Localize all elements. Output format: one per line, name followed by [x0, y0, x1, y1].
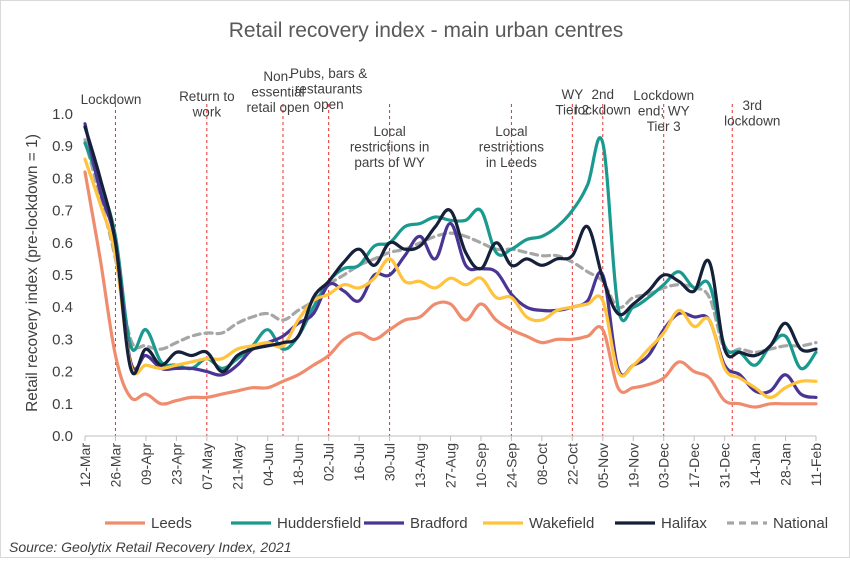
- annotation-text: Tier 2: [555, 103, 589, 118]
- annotation-text: parts of WY: [354, 155, 425, 170]
- x-tick-label: 14-Jan: [747, 443, 763, 486]
- x-tick-label: 08-Oct: [534, 443, 550, 485]
- legend-item-national: National: [727, 515, 828, 532]
- x-tick-label: 17-Dec: [686, 443, 702, 488]
- annotation-lockdown: Lockdown: [81, 92, 142, 107]
- annotation-text: in Leeds: [486, 155, 537, 170]
- legend-label: Huddersfield: [277, 515, 361, 532]
- y-tick-label: 0.4: [52, 299, 73, 316]
- y-axis: 0.0 0.1 0.2 0.3 0.4 0.5 0.6 0.7 0.8 0.9 1.0: [52, 106, 73, 445]
- annotation-text: restrictions: [479, 140, 545, 155]
- x-tick-label: 19-Nov: [625, 443, 641, 488]
- y-tick-label: 0.7: [52, 203, 73, 220]
- annotation-text: Local: [495, 124, 527, 139]
- legend-label: National: [773, 515, 828, 532]
- series-line-national: [83, 138, 818, 355]
- annotation-text: Lockdown: [633, 88, 694, 103]
- y-tick-label: 1.0: [52, 106, 73, 123]
- legend-item-leeds: Leeds: [105, 515, 192, 532]
- x-tick-label: 03-Dec: [656, 443, 672, 488]
- x-tick-label: 22-Oct: [564, 443, 580, 485]
- x-tick-label: 09-Apr: [138, 443, 154, 485]
- legend: Leeds Huddersfield Bradford Wakefield Halifa…: [105, 515, 828, 532]
- y-tick-label: 0.2: [52, 364, 73, 381]
- x-tick-label: 23-Apr: [168, 443, 184, 485]
- annotation-text: open: [314, 97, 344, 112]
- x-tick-label: 28-Jan: [778, 443, 794, 486]
- y-tick-label: 0.3: [52, 331, 73, 348]
- annotation-text: restrictions in: [350, 140, 430, 155]
- x-tick-label: 02-Jul: [321, 443, 337, 481]
- annotation-text: lockdown: [724, 114, 780, 129]
- y-tick-label: 0.1: [52, 396, 73, 413]
- x-tick-label: 31-Dec: [717, 443, 733, 488]
- x-tick-label: 26-Mar: [107, 443, 123, 488]
- x-tick-label: 11-Feb: [808, 443, 824, 487]
- annotation-text: essential: [251, 85, 304, 100]
- x-tick-label: 10-Sep: [473, 443, 489, 488]
- chart-title: Retail recovery index - main urban centr…: [229, 19, 624, 42]
- x-tick-label: 27-Aug: [443, 443, 459, 488]
- legend-item-halifax: Halifax: [615, 515, 707, 532]
- annotation-text: Return to: [179, 89, 235, 104]
- annotation-text: Lockdown: [81, 92, 142, 107]
- x-tick-label: 30-Jul: [382, 443, 398, 481]
- y-tick-label: 0.8: [52, 170, 73, 187]
- x-tick-label: 12-Mar: [77, 443, 93, 488]
- annotation-text: restaurants: [295, 82, 363, 97]
- source-note: Source: Geolytix Retail Recovery Index, …: [9, 539, 291, 555]
- x-tick-label: 18-Jun: [290, 443, 306, 486]
- annotation-text: end; WY: [638, 104, 690, 119]
- annotation-text: Tier 3: [647, 119, 681, 134]
- annotation-text: Non-: [263, 69, 292, 84]
- y-tick-label: 0.5: [52, 267, 73, 284]
- x-tick-label: 21-May: [229, 443, 245, 490]
- annotation-text: 2nd: [592, 87, 615, 102]
- series-lines: [83, 122, 818, 409]
- y-axis-label: Retail recovery index (pre-lockdown = 1): [24, 134, 41, 412]
- y-tick-label: 0.9: [52, 138, 73, 155]
- x-tick-label: 07-May: [199, 443, 215, 490]
- legend-item-bradford: Bradford: [364, 515, 468, 532]
- legend-label: Leeds: [151, 515, 192, 532]
- y-tick-label: 0.0: [52, 428, 73, 445]
- legend-label: Halifax: [661, 515, 707, 532]
- x-tick-label: 05-Nov: [595, 443, 611, 488]
- series-line-halifax: [83, 125, 818, 376]
- annotation-text: retail open: [246, 100, 309, 115]
- series-line-wakefield: [83, 157, 818, 399]
- x-tick-label: 24-Sep: [503, 443, 519, 488]
- event-marker-lines: [114, 104, 733, 436]
- annotation-text: lockdown: [575, 103, 631, 118]
- legend-label: Wakefield: [529, 515, 594, 532]
- annotation-text: Pubs, bars &: [290, 66, 367, 81]
- x-tick-label: 16-Jul: [351, 443, 367, 481]
- annotation-text: Local: [373, 124, 405, 139]
- x-axis: 12-Mar 26-Mar 09-Apr 23-Apr 07-May 21-May 04-J…: [77, 435, 824, 490]
- annotation-text: WY: [561, 87, 583, 102]
- x-tick-label: 04-Jun: [260, 443, 276, 486]
- annotation-text: work: [192, 105, 222, 120]
- y-tick-label: 0.6: [52, 235, 73, 252]
- series-line-bradford: [83, 122, 818, 399]
- legend-item-huddersfield: Huddersfield: [231, 515, 361, 532]
- legend-label: Bradford: [410, 515, 468, 532]
- series-line-leeds: [83, 170, 818, 409]
- x-tick-label: 13-Aug: [412, 443, 428, 488]
- annotation-text: 3rd: [742, 98, 762, 113]
- legend-item-wakefield: Wakefield: [483, 515, 594, 532]
